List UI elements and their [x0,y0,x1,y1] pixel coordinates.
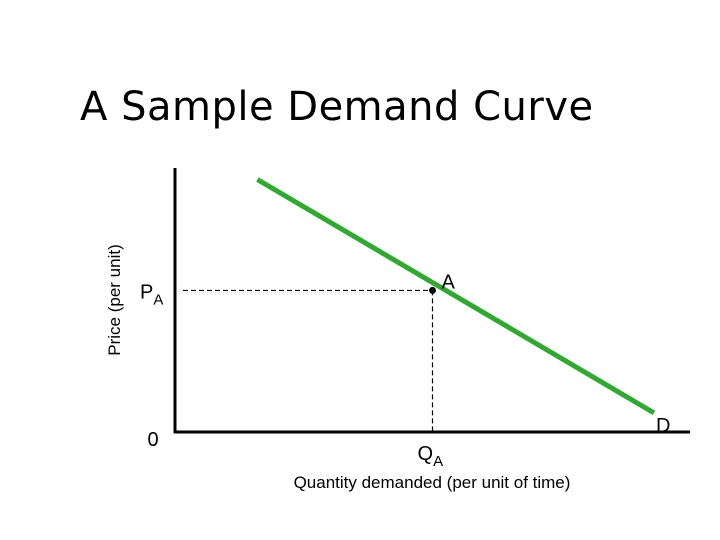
demand-curve [256,177,656,416]
origin-label: 0 [147,429,158,451]
demand-curve-label: D [656,415,670,437]
x-axis-label: Quantity demanded (per unit of time) [294,473,571,492]
point-a-label: A [442,271,456,293]
slide-title: A Sample Demand Curve [80,84,594,130]
price-marker-subscript: A [153,291,163,308]
y-axis-label: Price (per unit) [105,244,124,355]
quantity-marker-subscript: A [433,453,443,470]
quantity-marker-label: QA [418,443,444,470]
quantity-marker-main: Q [418,443,434,465]
point-a-marker [429,286,436,294]
price-marker-main: P [140,281,153,303]
price-marker-label: PA [140,281,163,308]
